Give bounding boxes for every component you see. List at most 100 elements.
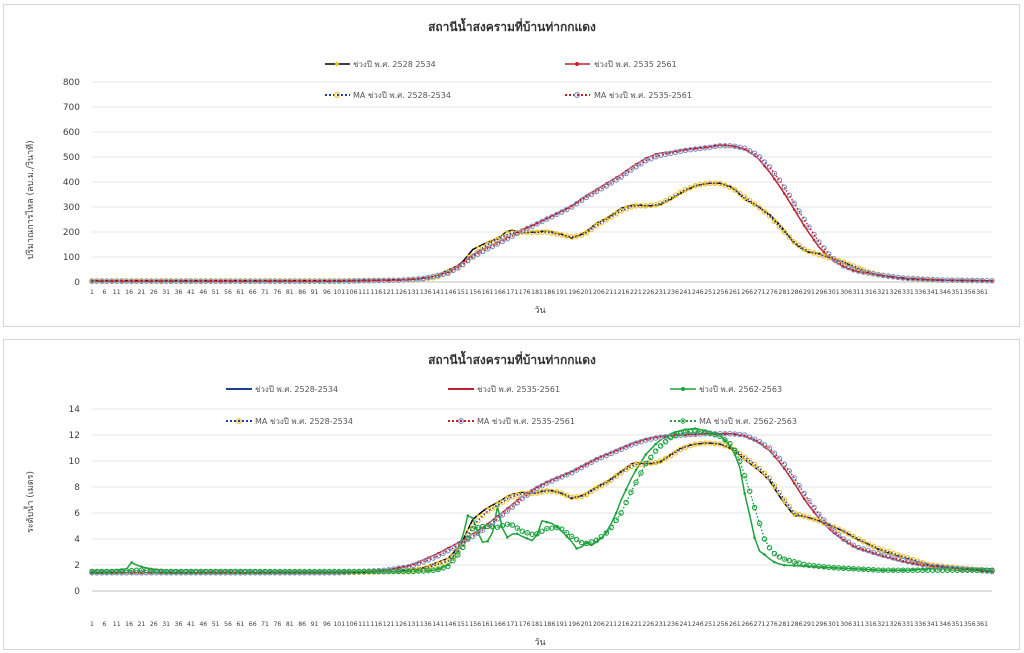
- point-level-ma-2528-2534-191: [559, 490, 565, 496]
- point-flow-2535-2561-121: [387, 278, 391, 282]
- point-level-ma-2535-2561-191: [559, 474, 565, 480]
- x-tick-label-6: 6: [102, 621, 106, 628]
- point-level-2562-2563-21: [140, 565, 143, 569]
- point-level-2528-2534-153: [466, 528, 470, 532]
- point-level-ma-2528-2534-263: [737, 450, 743, 457]
- point-level-ma-2535-2561-277: [771, 450, 778, 456]
- point-level-ma-2528-2534-311: [855, 536, 862, 542]
- x-tick-label-286: 286: [791, 621, 803, 628]
- legend-label-level-ma-2528-2534: MA ช่วงปี พ.ศ. 2528-2534: [255, 417, 353, 426]
- point-flow-ma-2535-2561-275: [766, 164, 773, 170]
- y-tick-label-800: 800: [63, 78, 80, 88]
- x-tick-label-286: 286: [791, 289, 803, 296]
- point-level-ma-2562-2563-203: [588, 539, 595, 545]
- point-level-ma-2535-2561-313: [860, 546, 867, 552]
- x-tick-label-311: 311: [853, 621, 865, 628]
- point-flow-ma-2528-2534-275: [766, 213, 773, 219]
- x-tick-label-351: 351: [951, 621, 963, 628]
- x-tick-label-301: 301: [828, 621, 840, 628]
- point-level-ma-2528-2534-307: [845, 531, 852, 537]
- x-tick-label-246: 246: [692, 621, 704, 628]
- point-flow-2535-2561-277: [773, 177, 776, 181]
- legend-label-flow-2528-2534: ช่วงปี พ.ศ. 2528 2534: [353, 60, 436, 69]
- point-flow-ma-2535-2561-227: [648, 156, 654, 162]
- point-level-2528-2534-281: [783, 501, 786, 505]
- point-flow-ma-2528-2534-277: [771, 218, 778, 225]
- point-flow-ma-2535-2561-157: [474, 251, 481, 257]
- point-level-2562-2563-297: [822, 565, 826, 569]
- point-flow-2535-2561-297: [822, 250, 826, 254]
- point-level-2562-2563-169: [506, 536, 509, 539]
- point-level-ma-2535-2561-267: [746, 434, 753, 440]
- x-tick-label-226: 226: [642, 621, 654, 628]
- x-tick-label-156: 156: [469, 289, 481, 296]
- point-level-ma-2562-2563-123: [390, 568, 397, 575]
- point-level-ma-2562-2563-219: [628, 489, 634, 495]
- line-flow-ma-2528-2534: [92, 182, 993, 282]
- point-level-ma-2535-2561-197: [573, 467, 580, 473]
- point-flow-ma-2535-2561-307: [845, 265, 852, 271]
- x-tick-label-151: 151: [457, 289, 469, 296]
- x-tick-label-266: 266: [741, 621, 753, 628]
- point-flow-ma-2535-2561-55: [222, 278, 229, 285]
- x-tick-label-211: 211: [605, 621, 617, 628]
- legend-item-level-ma-2528-2534: MA ช่วงปี พ.ศ. 2528-2534: [226, 417, 353, 426]
- x-tick-label-16: 16: [125, 289, 133, 296]
- y-tick-label-200: 200: [63, 228, 80, 238]
- point-flow-2535-2561-9: [110, 280, 114, 283]
- chart-2-legend: ช่วงปี พ.ศ. 2528-2534 ช่วงปี พ.ศ. 2535-2…: [226, 385, 797, 426]
- point-level-2562-2563-285: [792, 564, 796, 567]
- point-level-ma-2562-2563-151: [460, 544, 466, 551]
- point-level-ma-2528-2534-267: [746, 457, 753, 464]
- x-tick-label-216: 216: [618, 289, 630, 296]
- point-flow-ma-2535-2561-317: [870, 271, 877, 277]
- point-flow-ma-2528-2534-213: [613, 211, 619, 217]
- point-level-ma-2562-2563-277: [771, 550, 778, 557]
- point-level-ma-2562-2563-51: [212, 568, 219, 575]
- point-level-ma-2535-2561-147: [450, 545, 456, 551]
- x-tick-label-121: 121: [383, 621, 395, 628]
- point-flow-2528-2534-293: [812, 251, 816, 255]
- point-level-ma-2535-2561-301: [831, 527, 837, 534]
- point-flow-ma-2535-2561-239: [677, 148, 684, 155]
- point-level-ma-2535-2561-287: [796, 482, 802, 489]
- point-flow-ma-2535-2561-203: [588, 191, 595, 198]
- x-tick-label-61: 61: [236, 289, 244, 296]
- point-level-ma-2535-2561-207: [598, 454, 605, 461]
- x-tick-label-81: 81: [286, 621, 294, 628]
- x-tick-label-111: 111: [358, 289, 370, 296]
- point-level-ma-2562-2563-309: [850, 566, 857, 572]
- point-flow-ma-2535-2561-221: [633, 164, 639, 170]
- point-level-ma-2562-2563-147: [450, 557, 456, 564]
- point-flow-ma-2535-2561-149: [455, 265, 461, 271]
- x-tick-label-201: 201: [581, 621, 593, 628]
- point-flow-ma-2535-2561-109: [356, 278, 362, 284]
- point-flow-ma-2535-2561-283: [786, 192, 793, 199]
- point-flow-ma-2535-2561-65: [247, 278, 253, 285]
- point-flow-ma-2528-2534-205: [593, 223, 600, 229]
- point-level-ma-2535-2561-185: [544, 480, 550, 486]
- point-level-ma-2562-2563-223: [638, 470, 644, 476]
- point-flow-ma-2535-2561-165: [494, 241, 501, 247]
- point-level-2535-2561-257: [723, 432, 727, 436]
- point-flow-ma-2535-2561-197: [573, 200, 580, 207]
- x-tick-label-331: 331: [902, 289, 914, 296]
- point-level-ma-2528-2534-281: [781, 496, 788, 503]
- legend-label-flow-ma-2535-2561: MA ช่วงปี พ.ศ. 2535-2561: [594, 91, 692, 100]
- point-level-ma-2535-2561-265: [741, 432, 748, 438]
- point-level-ma-2535-2561-145: [445, 547, 451, 554]
- point-flow-ma-2535-2561-331: [905, 275, 911, 282]
- x-tick-label-116: 116: [370, 621, 382, 628]
- point-level-2562-2563-221: [634, 468, 638, 472]
- point-flow-ma-2528-2534-261: [732, 187, 738, 193]
- x-tick-label-351: 351: [951, 289, 963, 296]
- point-level-ma-2535-2561-141: [435, 553, 441, 559]
- y-tick-label-0: 0: [74, 587, 80, 597]
- x-tick-label-321: 321: [877, 621, 889, 628]
- x-tick-label-276: 276: [766, 621, 778, 628]
- point-flow-ma-2528-2534-217: [623, 206, 629, 212]
- point-level-ma-2528-2534-295: [816, 518, 822, 524]
- x-tick-label-56: 56: [224, 621, 232, 628]
- point-flow-ma-2528-2534-241: [682, 187, 689, 193]
- point-flow-ma-2535-2561-297: [821, 245, 827, 251]
